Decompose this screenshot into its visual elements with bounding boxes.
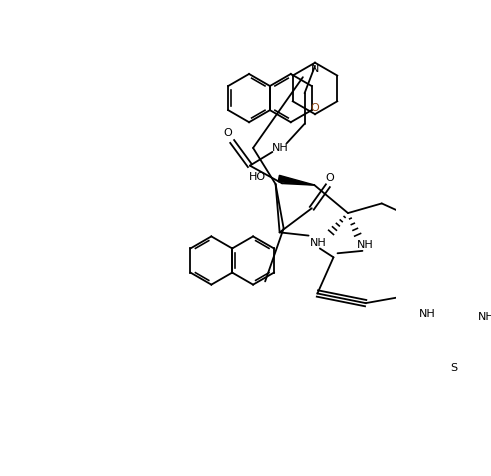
Text: NH: NH [478, 312, 491, 322]
Text: O: O [224, 129, 233, 139]
Text: S: S [451, 363, 458, 373]
Text: O: O [325, 173, 334, 183]
Polygon shape [278, 175, 314, 185]
Text: O: O [311, 103, 319, 113]
Text: NH: NH [272, 143, 289, 153]
Text: N: N [311, 64, 319, 74]
Text: NH: NH [419, 309, 436, 319]
Text: NH: NH [357, 240, 374, 250]
Text: NH: NH [310, 238, 327, 248]
Text: HO: HO [249, 172, 266, 182]
